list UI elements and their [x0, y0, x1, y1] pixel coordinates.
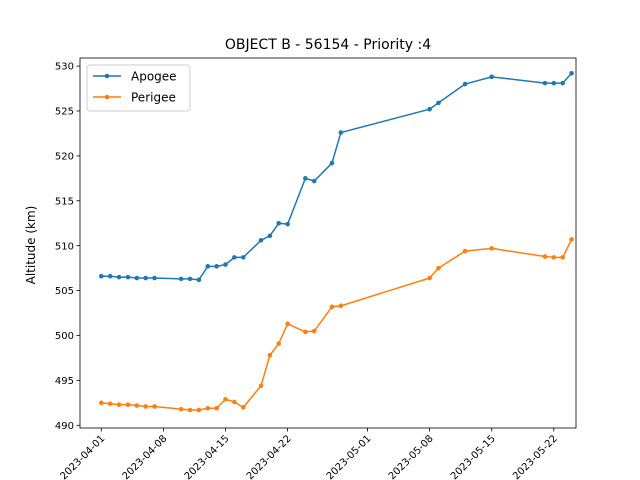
- data-point-apogee-13: [232, 255, 237, 260]
- legend-marker-perigee: [104, 94, 110, 100]
- data-point-apogee-0: [99, 273, 104, 279]
- legend-label-perigee: Perigee: [131, 90, 176, 104]
- data-point-perigee-24: [436, 265, 441, 271]
- data-point-perigee-1: [107, 401, 113, 407]
- data-point-apogee-5: [143, 275, 148, 281]
- series-apogee: [99, 70, 574, 283]
- data-point-perigee-6: [152, 404, 157, 409]
- data-point-apogee-16: [267, 233, 273, 239]
- legend: Apogee Perigee: [86, 64, 191, 112]
- data-point-perigee-8: [187, 407, 193, 413]
- data-point-perigee-17: [276, 341, 282, 346]
- data-point-perigee-10: [205, 405, 211, 411]
- y-tick-label-530: 530: [55, 62, 74, 73]
- data-point-apogee-1: [107, 273, 113, 279]
- y-tick-label-505: 505: [55, 286, 74, 297]
- data-point-perigee-4: [134, 403, 140, 408]
- data-point-perigee-19: [303, 329, 308, 335]
- data-point-apogee-6: [152, 275, 157, 281]
- data-point-apogee-27: [542, 80, 548, 86]
- data-point-apogee-18: [285, 221, 290, 227]
- data-point-perigee-16: [267, 352, 273, 358]
- data-point-apogee-12: [223, 262, 228, 267]
- data-point-apogee-8: [187, 276, 193, 282]
- data-point-apogee-23: [427, 106, 432, 112]
- data-point-perigee-22: [338, 303, 344, 309]
- data-point-perigee-20: [311, 328, 317, 334]
- data-point-perigee-5: [143, 404, 148, 409]
- data-point-apogee-22: [338, 130, 344, 135]
- data-point-perigee-14: [240, 405, 246, 410]
- data-point-perigee-15: [258, 383, 264, 389]
- legend-marker-apogee: [104, 73, 110, 79]
- data-point-perigee-25: [462, 248, 468, 254]
- data-point-apogee-14: [240, 255, 246, 260]
- data-point-perigee-23: [427, 275, 432, 281]
- y-tick-label-495: 495: [55, 376, 74, 387]
- data-point-perigee-21: [329, 304, 335, 310]
- y-tick-label-515: 515: [55, 196, 74, 207]
- y-tick-label-500: 500: [55, 331, 74, 342]
- data-point-perigee-26: [489, 246, 495, 251]
- data-point-apogee-20: [311, 178, 317, 184]
- data-point-apogee-30: [569, 70, 574, 76]
- data-point-apogee-2: [116, 274, 122, 280]
- y-tick-label-525: 525: [55, 107, 74, 118]
- data-point-apogee-3: [125, 274, 131, 280]
- data-point-apogee-28: [551, 80, 557, 86]
- data-point-perigee-12: [223, 396, 228, 402]
- data-point-perigee-9: [196, 407, 202, 413]
- data-point-perigee-0: [99, 400, 104, 406]
- data-point-apogee-21: [329, 160, 335, 166]
- data-point-apogee-15: [258, 238, 264, 243]
- data-point-perigee-18: [285, 321, 290, 327]
- data-point-apogee-29: [560, 80, 565, 86]
- series-perigee: [99, 237, 574, 413]
- y-tick-label-520: 520: [55, 151, 74, 162]
- data-point-apogee-17: [276, 220, 282, 226]
- data-point-apogee-7: [178, 276, 184, 282]
- data-point-perigee-30: [569, 237, 574, 242]
- data-point-perigee-13: [232, 399, 237, 405]
- y-tick-label-510: 510: [55, 241, 74, 252]
- data-point-perigee-3: [125, 402, 131, 407]
- data-point-perigee-7: [178, 406, 184, 412]
- data-point-apogee-19: [303, 176, 308, 181]
- data-point-perigee-28: [551, 255, 557, 260]
- series-layer: [99, 70, 574, 413]
- data-point-apogee-4: [134, 275, 140, 281]
- data-point-perigee-29: [560, 255, 565, 260]
- data-point-apogee-10: [205, 264, 211, 269]
- data-point-perigee-27: [542, 254, 548, 259]
- data-point-apogee-26: [489, 74, 495, 80]
- y-axis-label: Altitude (km): [24, 206, 38, 285]
- legend-label-apogee: Apogee: [131, 69, 177, 83]
- data-point-apogee-24: [436, 100, 441, 106]
- y-tick-label-490: 490: [55, 421, 74, 432]
- data-point-apogee-9: [196, 277, 202, 283]
- data-point-apogee-11: [214, 264, 219, 269]
- chart-title: OBJECT B - 56154 - Priority :4: [225, 37, 431, 53]
- data-point-apogee-25: [462, 81, 468, 87]
- data-point-perigee-11: [214, 405, 219, 411]
- plot-frame: [79, 57, 577, 429]
- data-point-perigee-2: [116, 402, 122, 407]
